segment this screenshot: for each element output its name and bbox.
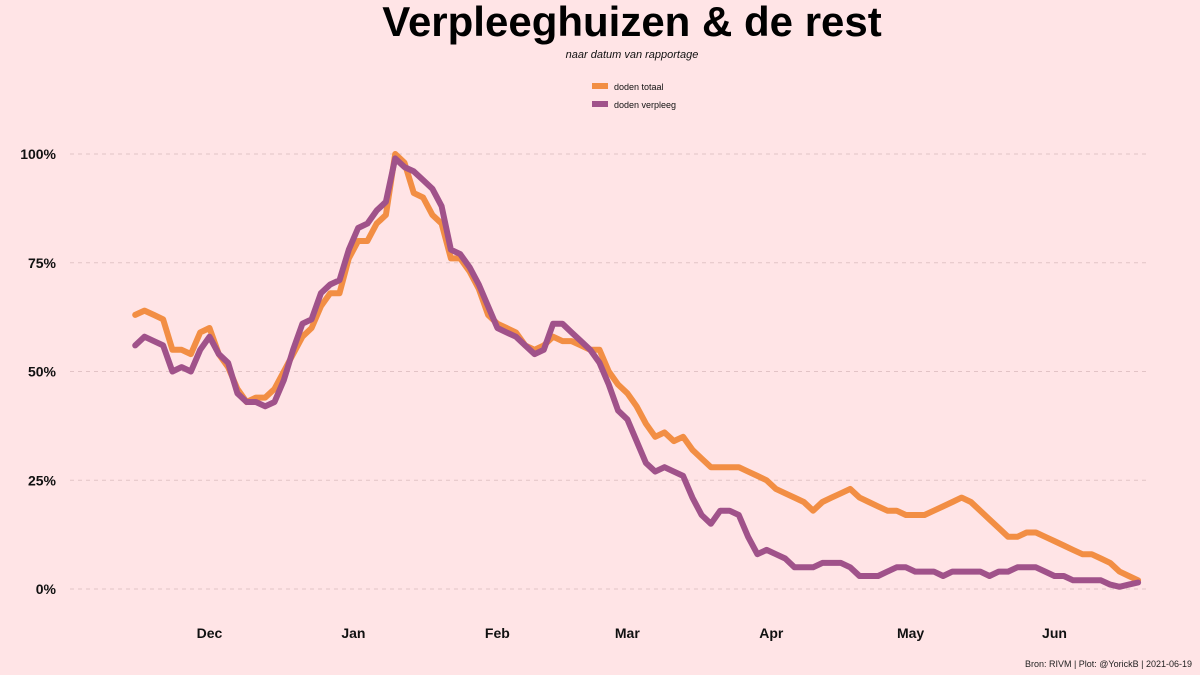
y-tick-label: 25% <box>28 472 57 488</box>
x-tick-label: May <box>897 625 924 641</box>
y-tick-label: 75% <box>28 255 57 271</box>
chart-title: Verpleeghuizen & de rest <box>382 0 882 45</box>
y-axis-tick-labels: 0% 25% 50% 75% 100% <box>20 146 56 597</box>
legend-swatch-doden-totaal <box>592 83 608 89</box>
legend-label-doden-verpleeg: doden verpleeg <box>614 100 676 110</box>
x-tick-label: Apr <box>759 625 784 641</box>
y-tick-label: 100% <box>20 146 56 162</box>
x-tick-label: Jun <box>1042 625 1067 641</box>
legend-label-doden-totaal: doden totaal <box>614 82 664 92</box>
chart-subtitle: naar datum van rapportage <box>566 49 699 61</box>
x-tick-label: Jan <box>341 625 365 641</box>
x-tick-label: Feb <box>485 625 510 641</box>
legend-swatch-doden-verpleeg <box>592 101 608 107</box>
y-tick-label: 0% <box>36 581 57 597</box>
x-tick-label: Dec <box>197 625 223 641</box>
x-axis-tick-labels: Dec Jan Feb Mar Apr May Jun <box>197 625 1067 641</box>
chart-caption: Bron: RIVM | Plot: @YorickB | 2021-06-19 <box>1025 659 1192 669</box>
series-line-doden-totaal <box>132 151 1142 584</box>
x-tick-label: Mar <box>615 625 640 641</box>
series-line-doden-verpleeg <box>132 155 1142 590</box>
y-tick-label: 50% <box>28 364 57 380</box>
legend: doden totaal doden verpleeg <box>592 82 676 110</box>
